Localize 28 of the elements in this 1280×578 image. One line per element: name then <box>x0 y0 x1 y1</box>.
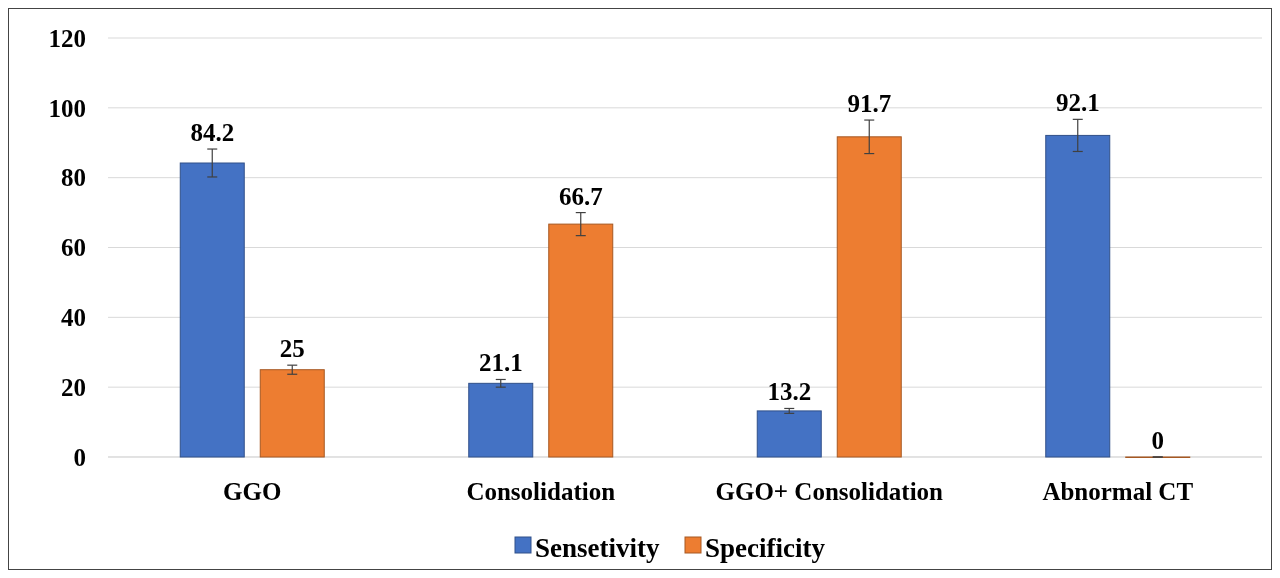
bar <box>259 369 325 458</box>
bar <box>548 223 614 458</box>
bar <box>756 410 822 458</box>
y-tick-label: 100 <box>48 94 86 122</box>
data-label: 13.2 <box>767 378 812 406</box>
y-tick-label: 0 <box>73 443 86 471</box>
bar <box>468 382 534 458</box>
y-tick-label: 80 <box>61 164 86 192</box>
legend-label: Specificity <box>705 533 826 564</box>
y-tick-label: 20 <box>61 373 86 401</box>
data-label: 92.1 <box>1055 89 1100 117</box>
bar <box>836 136 902 458</box>
data-label: 66.7 <box>558 182 603 210</box>
data-label: 84.2 <box>190 119 235 147</box>
data-label: 21.1 <box>478 349 523 377</box>
y-tick-label: 40 <box>61 304 86 332</box>
data-label: 91.7 <box>847 90 892 118</box>
legend-label: Sensetivity <box>535 533 660 564</box>
x-tick-label: GGO+ Consolidation <box>715 478 944 505</box>
bar <box>179 162 245 458</box>
data-label: 25 <box>279 335 305 363</box>
y-tick-label: 60 <box>61 234 86 262</box>
x-tick-label: Abnormal CT <box>1042 478 1194 505</box>
y-tick-label: 120 <box>48 24 86 52</box>
bar <box>1045 134 1111 458</box>
x-tick-label: Consolidation <box>466 478 616 505</box>
data-label: 0 <box>1151 427 1164 454</box>
x-tick-label: GGO <box>223 478 282 505</box>
